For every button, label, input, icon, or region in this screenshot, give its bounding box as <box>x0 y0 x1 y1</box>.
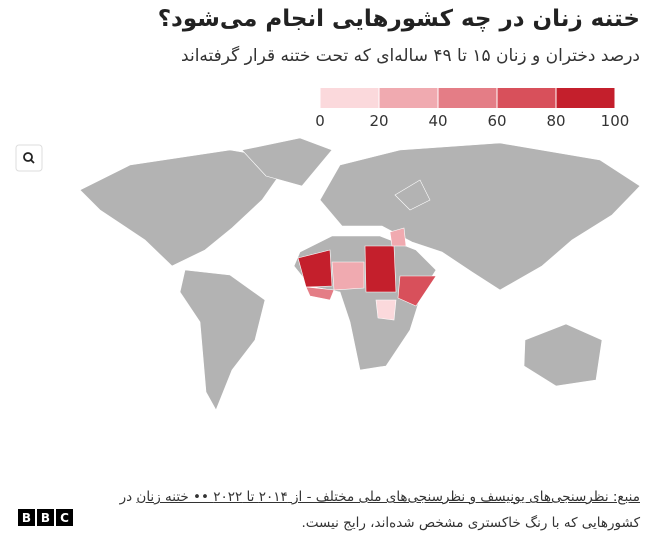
logo-letter: B <box>22 511 31 525</box>
legend-tick-label: 40 <box>428 112 447 130</box>
logo-box <box>56 509 73 526</box>
map: 0 20 40 60 80 100 <box>15 88 641 411</box>
legend-swatch <box>320 88 379 108</box>
legend-swatch <box>379 88 438 108</box>
source: منبع: نظرسنجی‌های یونیسف و نظرسنجی‌های م… <box>136 489 640 505</box>
legend-swatch <box>497 88 556 108</box>
legend-swatch <box>556 88 615 108</box>
footer: منبع: نظرسنجی‌های یونیسف و نظرسنجی‌های م… <box>70 484 640 536</box>
title: ختنه زنان در چه کشورهایی انجام می‌شود؟ <box>157 6 640 32</box>
legend-tick-label: 0 <box>315 112 325 130</box>
land <box>79 137 641 411</box>
subtitle: درصد دختران و زنان ۱۵ تا ۴۹ ساله‌ای که ت… <box>181 46 640 66</box>
logo-letter: B <box>41 511 50 525</box>
prevalence-areas <box>297 227 437 321</box>
logo-box <box>18 509 35 526</box>
search-button[interactable] <box>15 144 43 172</box>
legend-tick-label: 100 <box>601 112 630 130</box>
note: در کشورهایی که با رنگ خاکستری مشخص شده‌ا… <box>119 489 640 531</box>
legend-tick-label: 60 <box>487 112 506 130</box>
legend-tick-label: 80 <box>546 112 565 130</box>
logo-box <box>37 509 54 526</box>
legend: 0 20 40 60 80 100 <box>315 88 629 130</box>
legend-tick-label: 20 <box>369 112 388 130</box>
logo-letter: C <box>60 511 69 525</box>
legend-swatch <box>438 88 497 108</box>
